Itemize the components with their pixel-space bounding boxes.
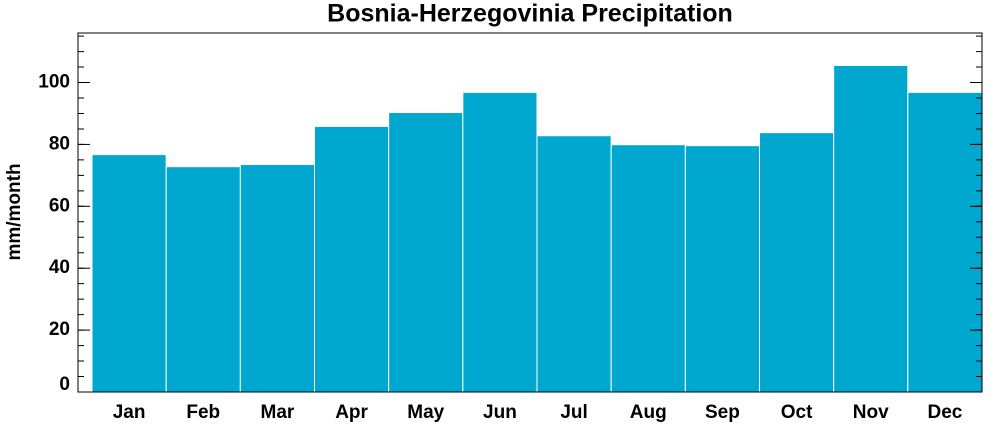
y-tick-label: 0	[59, 374, 70, 395]
x-tick-label: Apr	[335, 402, 368, 423]
bar	[462, 91, 538, 393]
bar	[610, 144, 686, 393]
y-tick-label: 100	[38, 72, 70, 93]
x-tick-label: Jul	[560, 402, 587, 423]
plot-frame	[77, 32, 983, 393]
y-tick-label: 60	[49, 195, 70, 216]
x-tick-label: Dec	[927, 402, 962, 423]
y-tick-label: 20	[49, 319, 70, 340]
y-tick-label: 80	[49, 133, 70, 154]
x-tick-label: Mar	[261, 402, 295, 423]
bar	[833, 64, 909, 393]
x-tick-label: Aug	[630, 402, 667, 423]
x-tick-label: Jun	[483, 402, 517, 423]
x-tick-label: Oct	[781, 402, 813, 423]
bar	[907, 91, 983, 393]
x-tick-label: Sep	[705, 402, 740, 423]
bar	[388, 112, 464, 393]
x-tick-label: Jan	[113, 402, 146, 423]
x-tick-label: Nov	[853, 402, 889, 423]
bar	[759, 132, 835, 393]
x-tick-label: May	[407, 402, 444, 423]
bar	[239, 164, 315, 393]
bar	[684, 145, 760, 393]
bar	[165, 166, 241, 393]
bar	[536, 135, 612, 393]
y-tick-label: 40	[49, 257, 70, 278]
chart-title: Bosnia-Herzegovinia Precipitation	[327, 0, 733, 28]
x-tick-label: Feb	[186, 402, 220, 423]
bar	[314, 125, 390, 393]
bar	[91, 154, 167, 393]
y-axis-label: mm/month	[4, 163, 25, 260]
